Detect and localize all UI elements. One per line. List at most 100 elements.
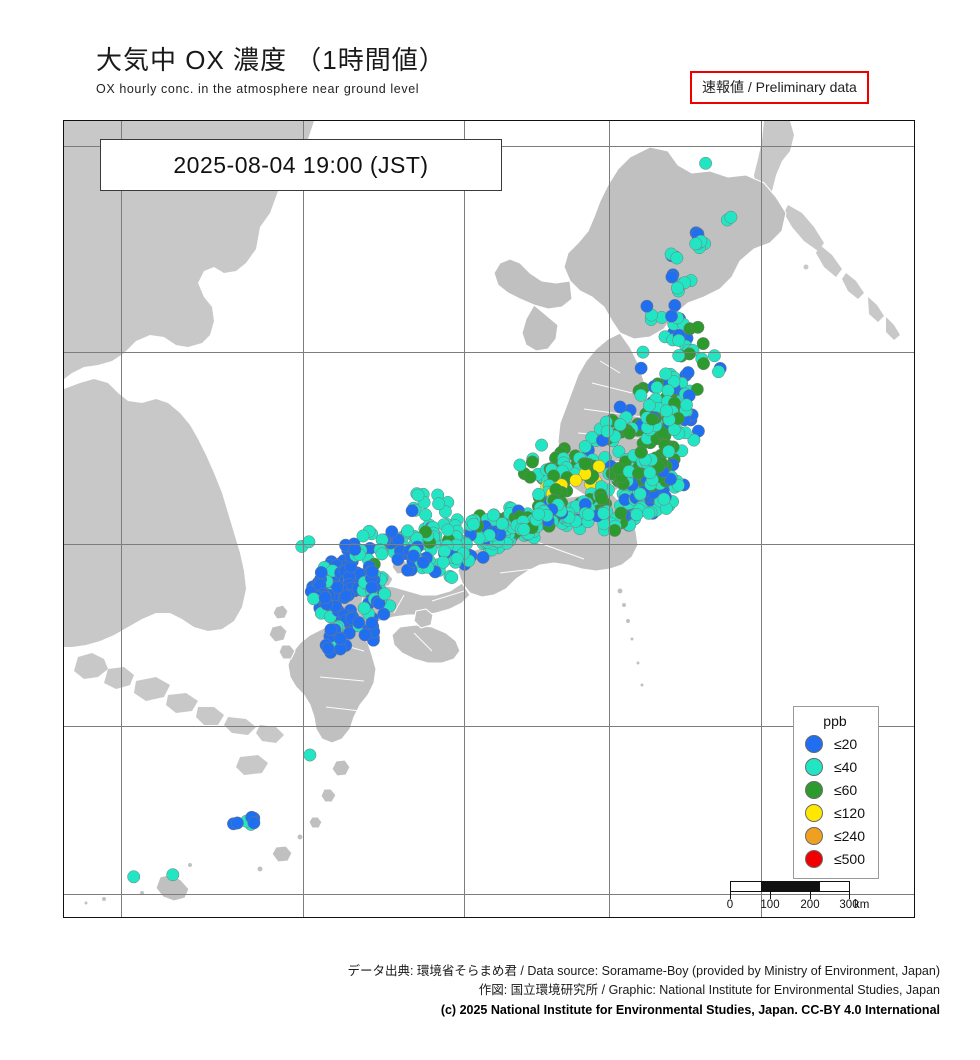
station-marker (419, 525, 433, 539)
station-marker (687, 433, 701, 447)
station-marker (581, 507, 595, 521)
station-marker (476, 550, 490, 564)
lat-minor-tick (63, 243, 64, 244)
station-marker (523, 470, 537, 484)
gridline-40N (64, 352, 914, 353)
station-marker (657, 492, 671, 506)
station-marker (670, 251, 684, 265)
lon-tick (326, 917, 327, 918)
station-marker (247, 816, 261, 830)
station-marker (495, 517, 509, 531)
lat-minor-tick (63, 277, 64, 278)
lat-minor-tick (63, 486, 64, 487)
lat-minor-tick (63, 382, 64, 383)
lat-tick (63, 695, 64, 696)
legend-item: ≤500 (804, 847, 865, 870)
station-marker (632, 467, 645, 480)
station-marker (592, 460, 606, 473)
station-marker (650, 381, 664, 394)
station-marker (640, 299, 654, 313)
station-marker (385, 525, 399, 539)
station-marker (672, 333, 686, 347)
lat-minor-tick (63, 799, 64, 800)
lat-minor-tick (63, 660, 64, 661)
station-marker (407, 549, 420, 563)
lat-minor-tick (63, 208, 64, 209)
legend-color-swatch (804, 734, 823, 753)
legend-color-swatch (804, 849, 823, 868)
lon-minor-tick (129, 917, 130, 918)
station-marker (166, 868, 180, 882)
lon-minor-tick (881, 917, 882, 918)
lat-tick (63, 347, 64, 348)
station-marker (307, 592, 321, 606)
scale-bar-tick-label: 300 (839, 899, 859, 911)
lat-tick (63, 521, 64, 522)
page-subtitle-english: OX hourly conc. in the atmosphere near g… (96, 82, 420, 96)
station-marker (578, 440, 592, 453)
station-marker (432, 497, 446, 511)
station-marker (365, 616, 379, 630)
station-marker (314, 566, 328, 579)
station-marker (600, 424, 614, 438)
station-marker (691, 320, 705, 334)
legend-item: ≤120 (804, 801, 865, 824)
scale-bar-labels: km 0 100 200 300 (727, 899, 880, 913)
lat-minor-tick (63, 451, 64, 452)
gridline-145E (761, 121, 762, 917)
footer-copyright: (c) 2025 National Institute for Environm… (440, 1003, 940, 1017)
station-marker (405, 504, 419, 518)
station-marker (127, 870, 141, 884)
lon-minor-tick (64, 917, 65, 918)
station-marker (642, 398, 656, 412)
scale-bar-unit: km (854, 899, 870, 911)
lon-minor-tick (685, 917, 686, 918)
lon-minor-tick (783, 917, 784, 918)
station-marker (549, 483, 563, 496)
lon-tick (652, 917, 653, 918)
lon-minor-tick (620, 917, 621, 918)
station-marker (659, 367, 673, 381)
station-marker (682, 347, 696, 361)
legend-item-label: ≤20 (833, 735, 858, 752)
station-marker (437, 544, 451, 558)
lat-tick (63, 868, 64, 869)
lon-minor-tick (195, 917, 196, 918)
station-marker (356, 529, 370, 543)
legend-color-swatch (804, 780, 823, 799)
station-marker (724, 210, 738, 224)
station-marker (634, 445, 648, 459)
station-marker (450, 552, 464, 566)
lon-minor-tick (751, 917, 752, 918)
station-marker (333, 632, 347, 646)
legend-rows: ≤20 ≤40 ≤60 ≤120 ≤240 ≤500 (804, 732, 865, 870)
legend-item: ≤40 (804, 755, 865, 778)
station-marker (365, 565, 379, 579)
station-marker (445, 571, 459, 584)
lon-minor-tick (293, 917, 294, 918)
station-marker (630, 508, 644, 522)
lon-minor-tick (260, 917, 261, 918)
station-marker (681, 366, 695, 380)
station-marker (614, 506, 628, 520)
station-marker (697, 357, 710, 371)
station-marker (712, 365, 725, 379)
station-marker (302, 535, 316, 549)
station-marker (467, 517, 481, 531)
legend-color-swatch (804, 826, 823, 845)
station-marker (375, 547, 389, 561)
lon-minor-tick (914, 917, 915, 918)
lon-minor-tick (522, 917, 523, 918)
map-geography (64, 121, 900, 906)
lon-minor-tick (456, 917, 457, 918)
station-marker (535, 438, 549, 452)
lat-minor-tick (63, 590, 64, 591)
map-frame[interactable]: 25°N30°N35°N40°N45°N125°E130°E135°E140°E… (63, 120, 915, 918)
station-marker (665, 309, 678, 323)
lon-minor-tick (554, 917, 555, 918)
gridline-35N (64, 544, 914, 545)
station-marker (643, 466, 657, 480)
station-marker (670, 281, 684, 295)
legend-item-label: ≤120 (833, 804, 865, 821)
lat-minor-tick (63, 416, 64, 417)
